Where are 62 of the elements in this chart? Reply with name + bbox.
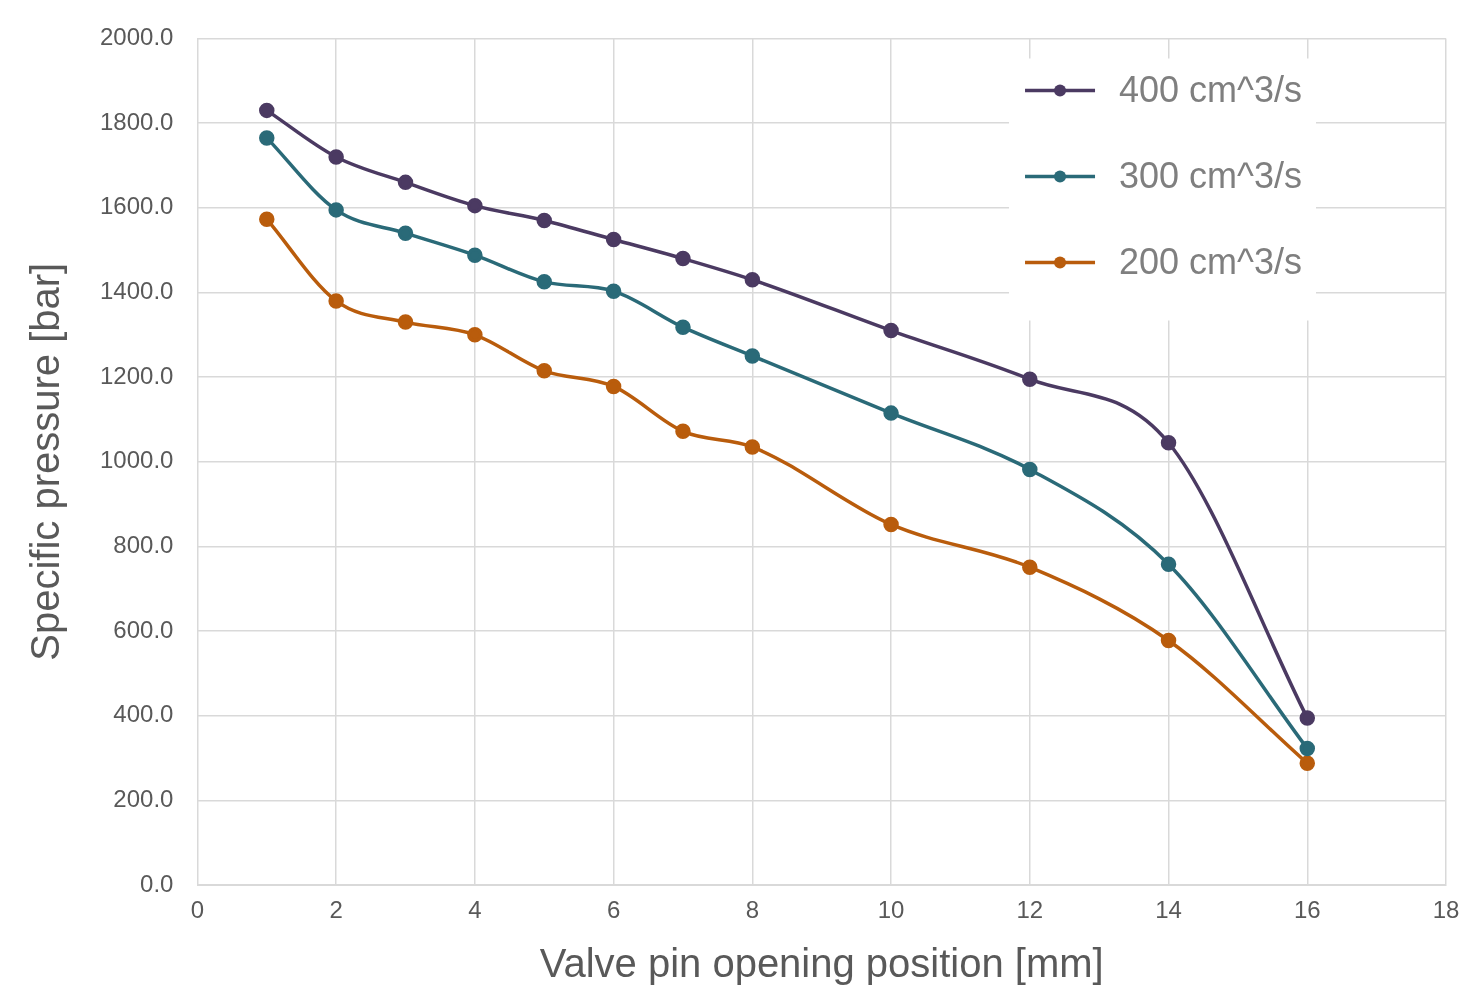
point (1160, 632, 1177, 649)
point (605, 378, 622, 395)
legend-label: 300 cm^3/s (1119, 155, 1303, 197)
y-tick-label: 1200.0 (100, 361, 174, 389)
point (675, 250, 691, 267)
point (883, 322, 899, 339)
y-tick-label: 1600.0 (100, 192, 174, 220)
point (536, 212, 552, 229)
point (883, 516, 899, 533)
y-tick-label: 1000.0 (100, 446, 174, 474)
x-axis-title: Valve pin opening position [mm] (539, 941, 1104, 986)
x-tick-label: 12 (1016, 896, 1044, 924)
x-tick-label: 2 (329, 896, 343, 924)
point (675, 319, 691, 335)
point (1160, 556, 1177, 573)
y-tick-label: 1400.0 (100, 277, 174, 305)
x-tick-label: 10 (877, 896, 905, 924)
point (467, 247, 483, 263)
point (1022, 371, 1038, 387)
point (328, 293, 344, 309)
point (467, 327, 483, 343)
x-tick-label: 8 (745, 896, 760, 924)
x-tick-label: 0 (190, 896, 205, 924)
point (397, 174, 414, 191)
point (1022, 559, 1038, 575)
x-tick-label: 6 (606, 896, 621, 924)
point (328, 202, 344, 218)
y-tick-label: 400.0 (113, 700, 174, 728)
point (536, 363, 552, 379)
y-tick-label: 1800.0 (100, 107, 174, 135)
y-axis-title: Specific pressure [bar] (23, 262, 68, 661)
point (1299, 740, 1316, 757)
x-tick-label: 18 (1432, 896, 1460, 924)
point (397, 314, 414, 330)
point (259, 102, 275, 119)
x-tick-label: 14 (1155, 896, 1182, 924)
point (397, 225, 414, 241)
point (1022, 461, 1038, 478)
point (883, 405, 899, 421)
point (259, 211, 275, 227)
y-tick-label: 600.0 (113, 615, 174, 643)
point (467, 197, 483, 214)
x-tick-label: 4 (468, 896, 482, 924)
point (605, 283, 622, 299)
point (1299, 710, 1316, 726)
legend-label: 200 cm^3/s (1119, 241, 1303, 283)
y-tick-label: 200.0 (113, 785, 174, 813)
legend-label: 400 cm^3/s (1119, 69, 1303, 111)
point (744, 348, 761, 364)
point (675, 423, 691, 440)
y-tick-label: 800.0 (113, 531, 174, 559)
point (1299, 755, 1316, 772)
point (328, 149, 344, 165)
point (259, 130, 275, 146)
x-tick-label: 16 (1293, 896, 1321, 924)
point (744, 439, 761, 455)
point (605, 231, 622, 248)
point (536, 274, 552, 290)
y-tick-label: 0.0 (140, 869, 174, 897)
y-tick-label: 2000.0 (100, 23, 174, 51)
point (1160, 435, 1177, 451)
point (744, 271, 761, 288)
